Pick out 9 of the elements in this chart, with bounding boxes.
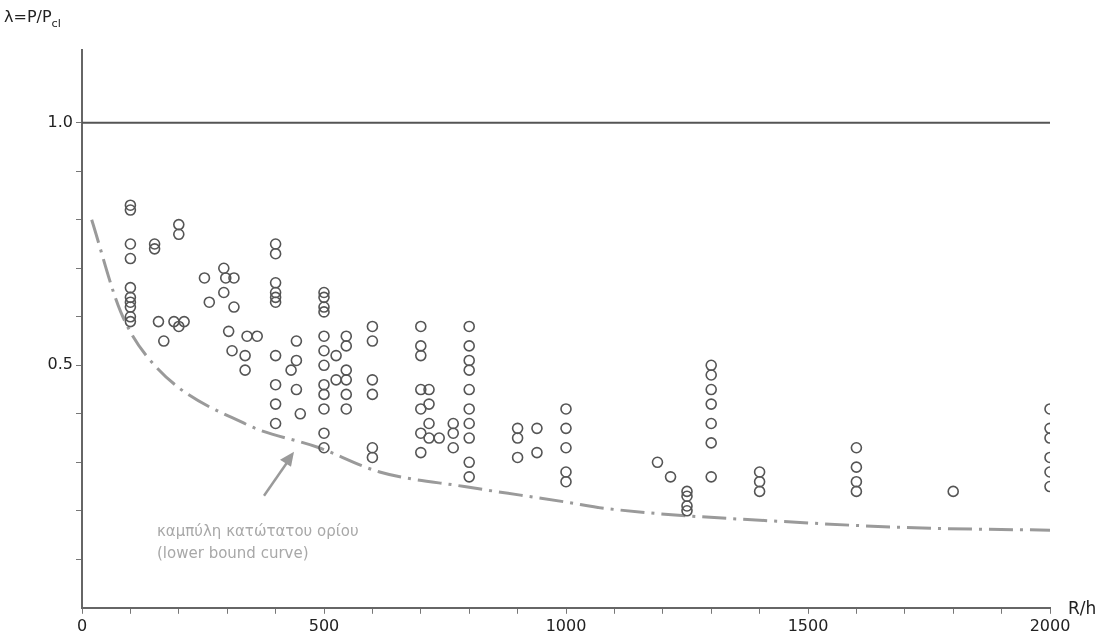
annotation: καμπύλη κατώτατου ορίου (lower bound curve)	[157, 521, 359, 562]
y-tick-label: 0.5	[47, 354, 73, 374]
x-tick-label: 0	[76, 615, 88, 635]
x-axis-title: R/h	[1068, 597, 1097, 618]
x-tick-label: 2000	[1029, 615, 1071, 635]
x-tick-label: 500	[308, 615, 340, 635]
x-tick-label: 1000	[545, 615, 587, 635]
x-tick-label: 1500	[787, 615, 829, 635]
y-tick-label: 1.0	[47, 111, 73, 131]
